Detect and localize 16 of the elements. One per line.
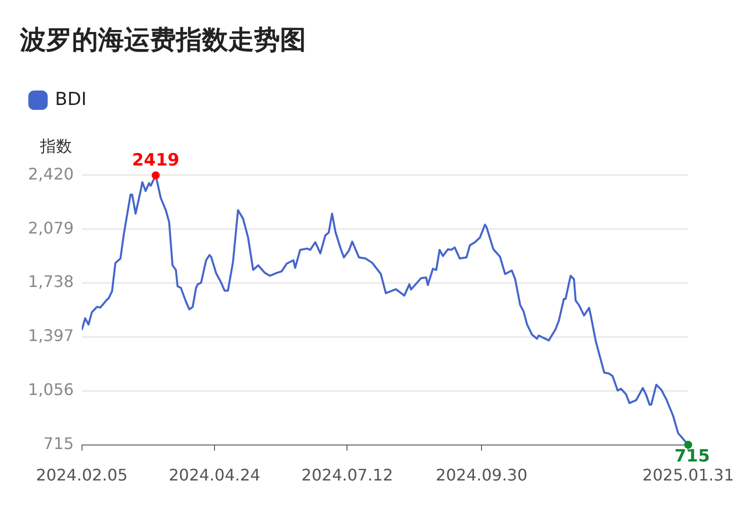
chart-title: 波罗的海运费指数走势图 [19, 25, 306, 56]
y-tick-label: 2,420 [28, 164, 74, 184]
y-tick-label: 1,056 [28, 380, 74, 400]
x-tick-label: 2024.07.12 [301, 466, 394, 485]
y-tick-label: 2,079 [28, 218, 74, 238]
legend-label: BDI [55, 88, 87, 110]
annotation: 715 [674, 446, 710, 467]
y-tick-label: 1,397 [28, 326, 74, 346]
x-tick-label: 2025.01.31 [642, 466, 734, 485]
y-tick-label: 715 [43, 434, 74, 453]
x-tick-label: 2024.02.05 [36, 466, 128, 485]
y-axis-title: 指数 [38, 136, 72, 156]
y-tick-label: 1,738 [28, 272, 74, 292]
x-tick-label: 2024.04.24 [168, 466, 260, 485]
annotation: 2419 [132, 150, 180, 170]
x-tick-label: 2024.09.30 [436, 466, 528, 485]
